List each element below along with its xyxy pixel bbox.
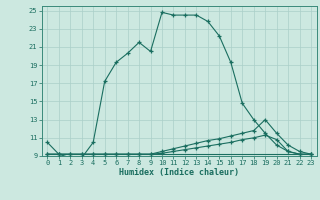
X-axis label: Humidex (Indice chaleur): Humidex (Indice chaleur): [119, 168, 239, 177]
